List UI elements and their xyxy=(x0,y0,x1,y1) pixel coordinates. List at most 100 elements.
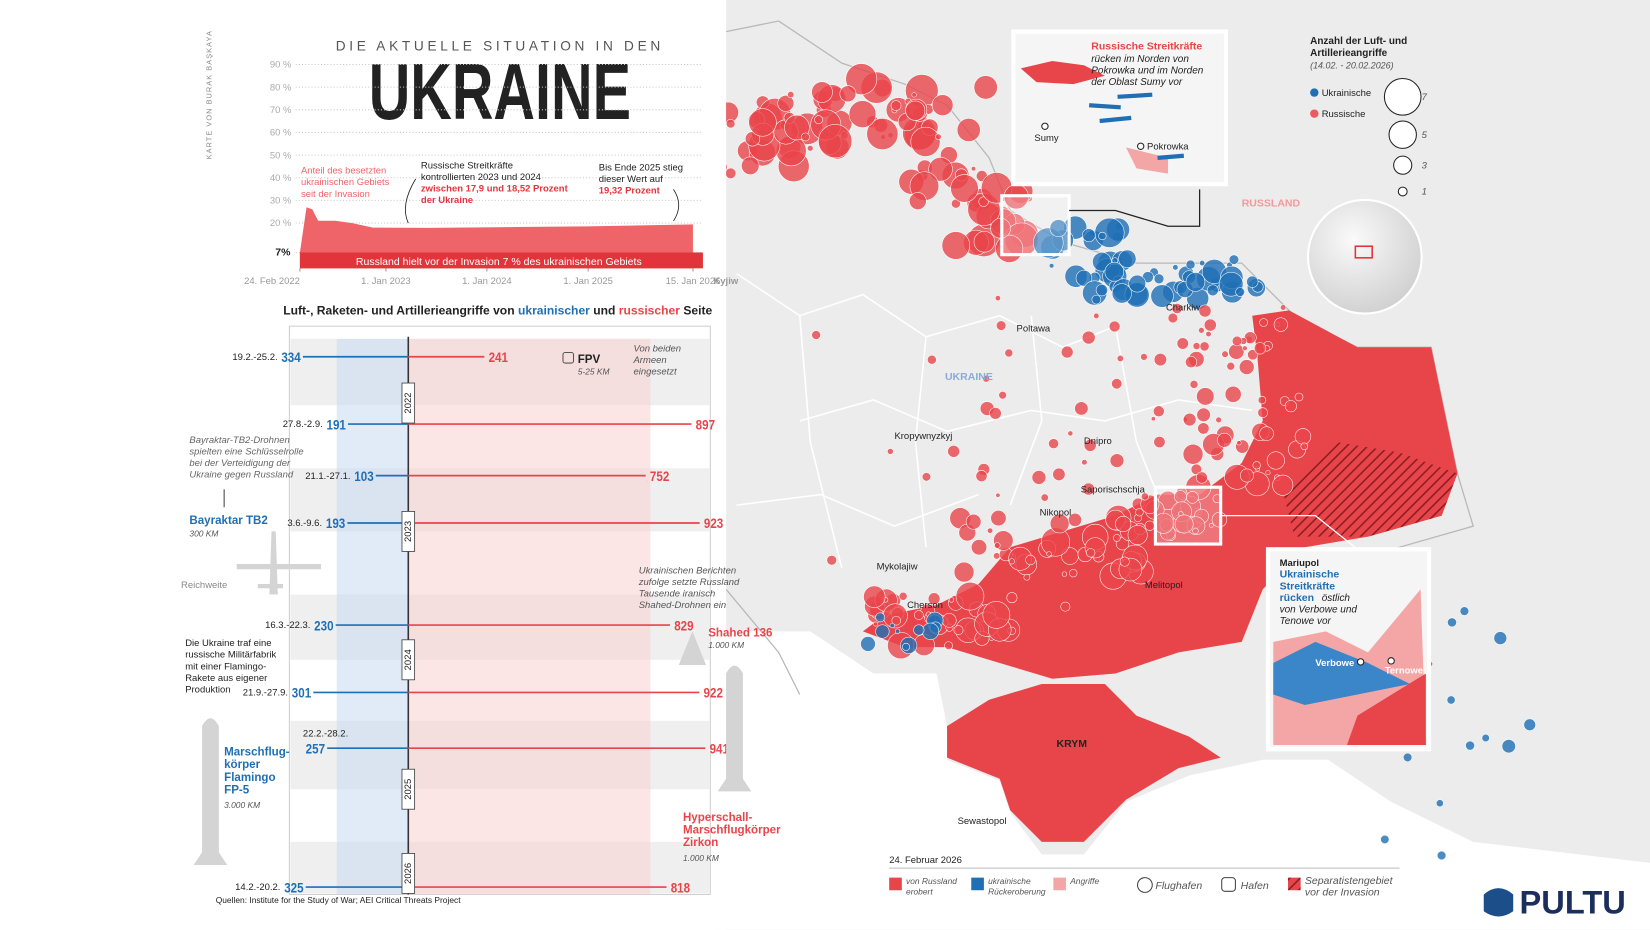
inset-title: Ukrainische xyxy=(1280,569,1340,581)
note: zufolge setzte Russland xyxy=(638,577,740,588)
y-tick-label: 40 % xyxy=(270,173,292,184)
attack-dot xyxy=(1465,740,1475,751)
attack-dots xyxy=(714,63,1536,861)
attack-dot xyxy=(955,581,985,611)
attack-dot xyxy=(998,391,1007,400)
occupied-area xyxy=(862,310,1458,679)
baseline-label: Russland hielt vor der Invasion 7 % des … xyxy=(356,256,642,268)
value-label: 103 xyxy=(354,469,373,484)
title-part: Luft-, Raketen- und Artillerieangriffe v… xyxy=(283,304,518,318)
inset-frame xyxy=(1153,485,1223,546)
sea xyxy=(715,631,1650,930)
value-label: 301 xyxy=(292,686,311,701)
attack-dot xyxy=(1046,551,1052,557)
attack-dot xyxy=(1111,378,1123,390)
drone-icon xyxy=(678,631,707,666)
attack-dot xyxy=(1075,270,1093,287)
attack-dot xyxy=(1098,231,1107,241)
weapon-name: Hyperschall- xyxy=(683,812,753,824)
attack-dot xyxy=(1523,718,1536,731)
category-label: 22.2.-28.2. xyxy=(303,729,348,740)
attack-dot xyxy=(725,167,737,179)
city-label: Melitopol xyxy=(1145,580,1183,591)
attack-dot xyxy=(873,621,878,627)
chart-title: Luft-, Raketen- und Artillerieangriffe v… xyxy=(283,304,712,318)
note: Ukrainischen Berichten xyxy=(639,566,736,577)
attack-dot xyxy=(1266,451,1285,470)
attack-dot xyxy=(941,231,970,260)
attack-dot xyxy=(909,192,927,210)
attack-dot xyxy=(1172,264,1179,271)
note: Ukraine gegen Russland xyxy=(189,470,293,481)
year-box xyxy=(401,852,416,894)
key-label: ukrainische xyxy=(988,876,1031,886)
inset-text: der Oblast Sumy vor xyxy=(1091,77,1183,88)
attack-dot xyxy=(1447,617,1457,628)
attack-dot xyxy=(1060,601,1071,612)
weapon-range: 3.000 KM xyxy=(224,800,260,810)
attack-dot xyxy=(995,492,1001,498)
crimea-area xyxy=(947,683,1221,842)
inset-arrow xyxy=(1088,92,1185,160)
attack-dot xyxy=(1247,349,1259,361)
port-icon xyxy=(1221,877,1236,892)
city-label: Poltawa xyxy=(1017,323,1051,334)
attack-dot xyxy=(826,555,837,566)
logo: PULTU xyxy=(1520,883,1626,920)
caption: Reichweite xyxy=(181,580,227,591)
x-tick-label: 1. Jan 2024 xyxy=(462,276,512,287)
attack-dot xyxy=(1185,259,1196,270)
attack-dot xyxy=(1236,440,1242,446)
category-label: 27.8.-2.9. xyxy=(283,419,323,430)
attack-dot xyxy=(1025,554,1036,566)
attack-dot xyxy=(989,407,1002,420)
attack-dot xyxy=(1226,362,1235,371)
value-label: 241 xyxy=(489,350,508,365)
annotation: Anteil des besetzten xyxy=(301,166,386,177)
attack-dot xyxy=(996,320,1007,331)
annotation-highlight: der Ukraine xyxy=(421,195,473,206)
attack-dot xyxy=(1203,318,1217,332)
attack-dot xyxy=(811,81,833,103)
category-label: 19.2.-25.2. xyxy=(232,352,277,363)
attack-dot xyxy=(726,119,736,129)
fpv-icon xyxy=(562,351,575,364)
attack-dot xyxy=(1259,318,1268,327)
value-label: 818 xyxy=(671,880,690,895)
attack-dot xyxy=(944,641,953,650)
attack-dot xyxy=(1061,571,1068,577)
inset-text: rücken im Norden von xyxy=(1091,54,1189,65)
weapon-name: FP-5 xyxy=(224,784,250,796)
attack-dot xyxy=(848,100,877,128)
connector xyxy=(1069,189,1201,227)
annotation-highlight: 19,32 Prozent xyxy=(599,186,661,197)
note: Produktion xyxy=(185,684,230,695)
x-tick-label: 1. Jan 2025 xyxy=(563,276,613,287)
attack-dot xyxy=(1199,341,1210,352)
attack-dot xyxy=(1171,303,1183,314)
attack-dot xyxy=(953,561,975,583)
attack-dot xyxy=(1108,320,1121,333)
attack-dot xyxy=(987,527,994,534)
attack-dot xyxy=(1254,342,1267,355)
attack-dot xyxy=(1182,443,1204,465)
region-label: KRYM xyxy=(1057,738,1088,750)
category-label: 21.9.-27.9. xyxy=(243,688,288,699)
state-border xyxy=(725,588,801,695)
attack-dot xyxy=(863,585,886,608)
value-label: 941 xyxy=(710,742,729,757)
year-label: 2026 xyxy=(403,863,414,884)
annotation: Russische Streitkräfte xyxy=(421,160,513,171)
key-label: Rückeroberung xyxy=(988,886,1046,896)
attack-dot xyxy=(1153,436,1166,448)
attack-dot xyxy=(1198,327,1205,334)
note: spielten eine Schlüsselrolle xyxy=(189,447,303,458)
attack-dot xyxy=(741,156,760,175)
attack-dot xyxy=(994,295,1001,302)
attack-dot xyxy=(1153,353,1167,367)
attack-dot xyxy=(875,624,890,639)
attack-dot xyxy=(860,636,876,652)
attack-dot xyxy=(889,623,895,629)
attack-dot xyxy=(787,91,795,99)
attack-dot xyxy=(1081,459,1088,466)
